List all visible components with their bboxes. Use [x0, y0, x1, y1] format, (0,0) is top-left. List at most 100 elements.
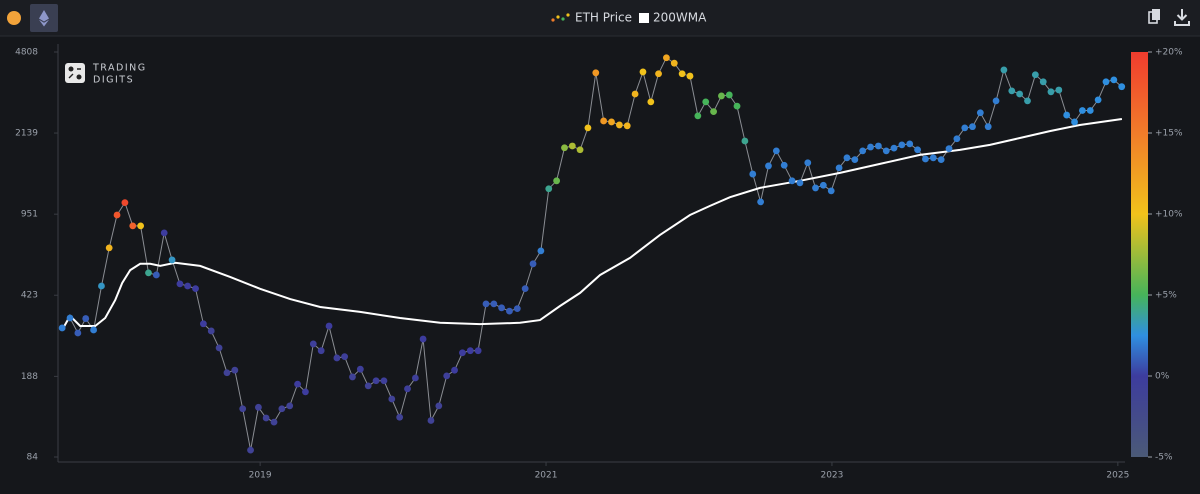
price-point: [553, 177, 561, 185]
price-point: [482, 300, 490, 308]
price-point: [451, 366, 458, 374]
price-point: [113, 211, 121, 219]
price-point: [741, 137, 749, 145]
price-point: [1008, 87, 1016, 95]
price-point: [772, 147, 780, 155]
price-point: [121, 199, 129, 207]
x-tick-label: 2021: [535, 471, 558, 481]
price-point: [82, 315, 90, 322]
price-point: [231, 366, 239, 374]
eth-icon: [39, 10, 49, 27]
price-point: [718, 92, 725, 100]
price-point: [419, 335, 427, 343]
price-point: [922, 155, 929, 163]
download-icon[interactable]: [1174, 9, 1190, 26]
price-point: [584, 124, 592, 132]
logo-text: TRADING: [92, 63, 147, 74]
price-point: [859, 147, 867, 155]
price-point: [474, 347, 482, 355]
price-point: [615, 121, 623, 129]
price-point: [898, 141, 906, 149]
price-point: [576, 146, 584, 154]
price-point: [490, 300, 498, 308]
price-point: [827, 187, 835, 195]
price-point: [184, 282, 192, 290]
colorbar-tick-label: +15%: [1155, 129, 1183, 139]
price-point: [804, 159, 812, 167]
plot: 84 188 423 951 2139 4808 2019 2021 2023 2025 -5% 0%…: [15, 48, 1183, 481]
price-point: [372, 377, 380, 385]
legend-price-icon: [551, 13, 570, 22]
x-tick-label: 2025: [1106, 471, 1129, 481]
price-point: [663, 54, 670, 62]
price-point: [160, 229, 168, 237]
header-bar: [0, 0, 1200, 36]
price-point: [294, 380, 301, 388]
price-point: [66, 314, 74, 322]
price-point: [380, 377, 388, 385]
price-point: [215, 344, 223, 352]
price-point: [176, 280, 184, 288]
price-point: [145, 269, 152, 277]
price-point: [765, 162, 772, 170]
price-point: [325, 322, 333, 330]
price-point: [733, 102, 741, 110]
price-point: [992, 97, 1000, 105]
price-point: [568, 142, 576, 150]
y-tick-label: 423: [21, 291, 38, 301]
logo: TRADING DIGITS: [65, 63, 147, 86]
price-point: [1118, 83, 1126, 91]
price-line: [61, 56, 1123, 451]
price-point: [286, 402, 294, 410]
price-point: [1071, 118, 1078, 126]
price-point: [223, 369, 231, 377]
price-point: [725, 91, 733, 99]
price-point: [561, 144, 568, 152]
y-tick-label: 84: [27, 453, 39, 463]
price-point: [882, 147, 890, 155]
price-point: [317, 347, 325, 355]
price-point: [1110, 76, 1118, 84]
price-point: [498, 304, 505, 312]
price-point: [937, 156, 945, 164]
price-point: [608, 118, 615, 126]
price-point: [105, 244, 113, 252]
price-point: [521, 285, 529, 292]
price-point: [1055, 86, 1063, 94]
price-point: [749, 170, 757, 178]
colorbar-tick-label: +5%: [1155, 291, 1177, 301]
price-point: [199, 320, 207, 328]
price-point: [459, 349, 466, 357]
legend-swatch: [639, 13, 649, 23]
price-point: [694, 112, 702, 120]
price-point: [1039, 78, 1047, 86]
colorbar-tick-label: 0%: [1155, 372, 1170, 382]
price-point: [58, 324, 66, 332]
price-point: [388, 395, 396, 403]
price-point: [98, 282, 105, 290]
price-point: [364, 382, 372, 390]
legend-label[interactable]: ETH Price: [575, 11, 632, 25]
price-point: [875, 142, 882, 150]
bitcoin-icon[interactable]: [7, 11, 21, 25]
price-point: [1047, 88, 1055, 96]
price-point: [953, 135, 961, 143]
price-point: [1102, 78, 1110, 86]
price-point: [129, 222, 137, 230]
price-point: [929, 154, 937, 162]
y-tick-label: 4808: [15, 48, 38, 58]
price-point: [396, 413, 404, 421]
price-point: [309, 340, 317, 348]
price-point: [435, 402, 443, 410]
price-point: [670, 59, 678, 67]
price-point: [647, 98, 655, 106]
price-point: [247, 446, 254, 454]
legend-label[interactable]: 200WMA: [653, 11, 707, 25]
colorbar-tick-label: +20%: [1155, 48, 1183, 58]
price-point: [341, 353, 349, 361]
price-point: [207, 327, 215, 335]
price-point: [984, 123, 992, 131]
copy-icon[interactable]: [1148, 9, 1160, 24]
price-point: [843, 154, 851, 162]
price-point: [757, 198, 765, 206]
